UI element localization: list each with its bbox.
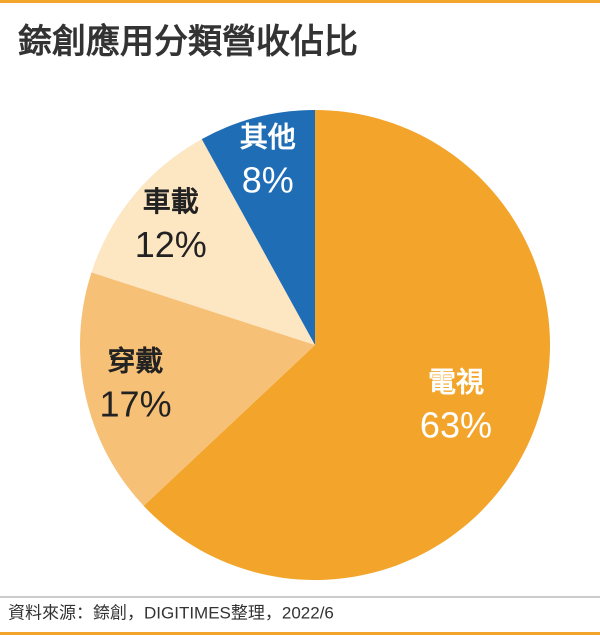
pie: 電視 63% 穿戴 17% 車載 12% 其他 8% [80,110,550,580]
slice-label: 電視 [428,366,484,397]
slice-label: 穿戴 [108,345,164,376]
slice-value-label: 12% [135,224,207,265]
source: 資料來源：錼創，DIGITIMES整理，2022/6 [8,603,334,622]
slice-value-label: 8% [242,160,294,201]
pie-slice [80,272,316,506]
slice-value-label: 63% [420,405,492,446]
pie-slice [201,110,315,345]
top-border [0,0,600,3]
chart-title: 錼創應用分類營收佔比 [18,22,358,61]
pie-slice [143,110,550,580]
slice-value-label: 17% [100,384,172,425]
slice-label: 其他 [240,122,296,153]
slice-label: 車載 [143,186,199,217]
pie-slice [91,139,316,345]
bottom-border [0,632,600,635]
